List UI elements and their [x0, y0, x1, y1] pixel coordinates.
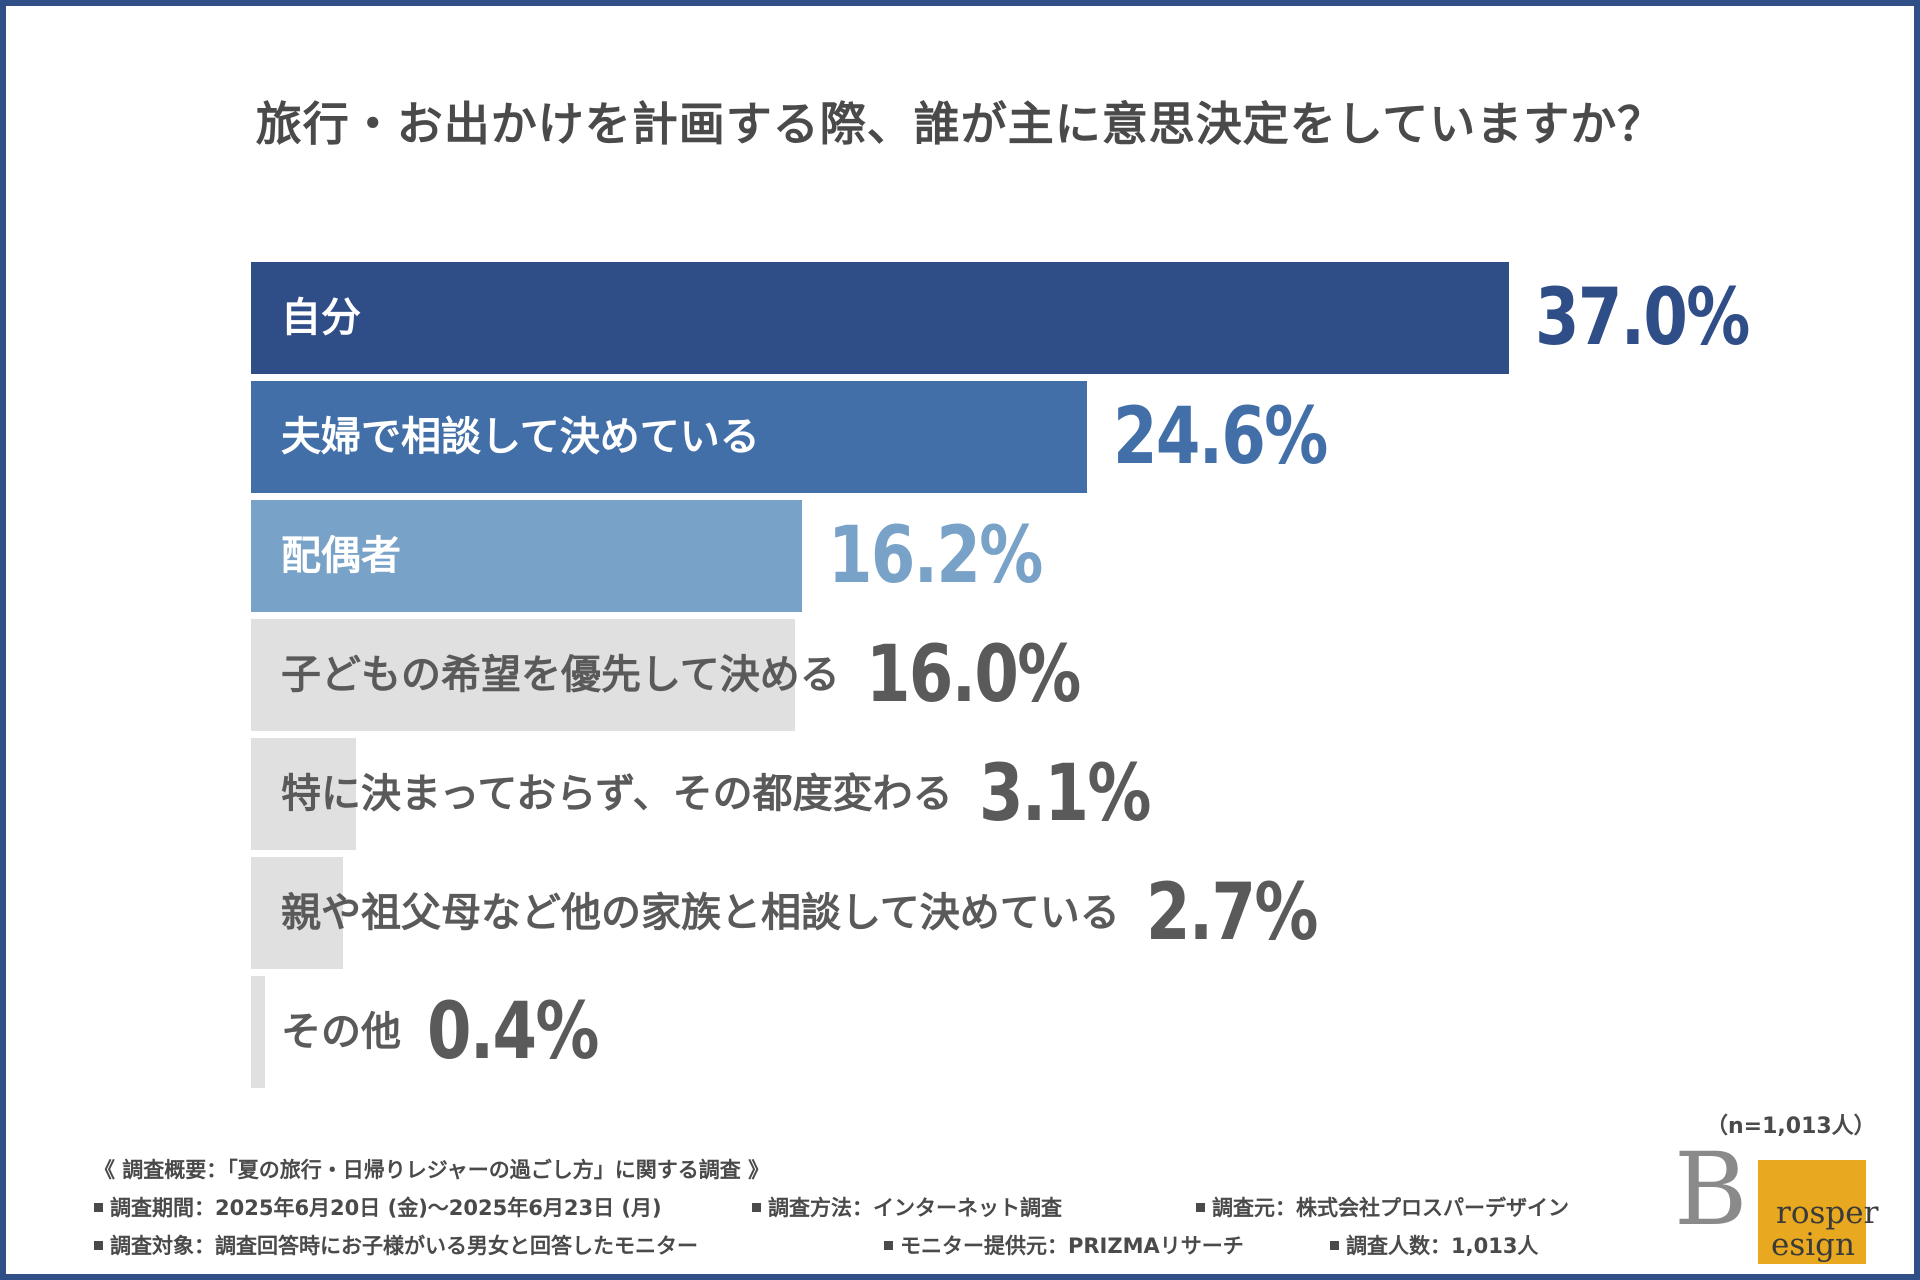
logo-text-bottom: esign: [1771, 1227, 1855, 1263]
bar: [251, 381, 1087, 493]
survey-source-text: 調査元：株式会社プロスパーデザイン: [1212, 1196, 1569, 1220]
bar-value-label: 37.0%: [1535, 273, 1750, 363]
bar-chart: 自分 37.0% 夫婦で相談して決めている 24.6% 配偶者 16.2% 子どもの希望を優…: [251, 262, 1851, 1092]
logo-text-top: rosper: [1776, 1195, 1879, 1231]
bar-category-label: 夫婦で相談して決めている: [281, 414, 760, 460]
survey-target: 調査対象：調査回答時にお子様がいる男女と回答したモニター: [94, 1230, 698, 1260]
bar-value-label: 0.4%: [427, 987, 599, 1077]
survey-provider: モニター提供元：PRIZMAリサーチ: [884, 1230, 1244, 1260]
bullet-square-icon: [94, 1240, 103, 1250]
bullet-square-icon: [884, 1240, 893, 1250]
bar-category-label: その他: [281, 1009, 401, 1055]
bullet-square-icon: [752, 1202, 761, 1212]
logo-letter-b: B: [1674, 1131, 1748, 1248]
bar-category-label: 配偶者: [281, 533, 401, 579]
bar-category-label: 子どもの希望を優先して決める: [281, 652, 840, 698]
bar-value-label: 16.2%: [828, 511, 1043, 601]
bullet-square-icon: [1196, 1202, 1205, 1212]
survey-target-text: 調査対象：調査回答時にお子様がいる男女と回答したモニター: [110, 1234, 698, 1258]
survey-period: 調査期間：2025年6月20日 (金)〜2025年6月23日 (月): [94, 1192, 662, 1222]
bar: [251, 500, 802, 612]
logo-orange-box: [1758, 1160, 1866, 1264]
bullet-square-icon: [94, 1202, 103, 1212]
survey-method-text: 調査方法：インターネット調査: [768, 1196, 1062, 1220]
bar-row: 夫婦で相談して決めている 24.6%: [251, 381, 1851, 493]
bar: [251, 262, 1509, 374]
bar-row: 特に決まっておらず、その都度変わる 3.1%: [251, 738, 1851, 850]
chart-title: 旅行・お出かけを計画する際、誰が主に意思決定をしていますか？: [255, 97, 1665, 151]
bar: [251, 976, 265, 1088]
bar: [251, 738, 356, 850]
survey-provider-text: モニター提供元：PRIZMAリサーチ: [900, 1234, 1244, 1258]
bullet-square-icon: [1330, 1240, 1339, 1250]
bar-category-label: 特に決まっておらず、その都度変わる: [281, 771, 953, 817]
bar-row: 子どもの希望を優先して決める 16.0%: [251, 619, 1851, 731]
bar: [251, 619, 795, 731]
survey-period-text: 調査期間：2025年6月20日 (金)〜2025年6月23日 (月): [110, 1196, 662, 1220]
bar-value-label: 3.1%: [978, 749, 1151, 839]
bar-value-label: 24.6%: [1113, 392, 1328, 482]
prosper-design-logo: B rosper esign: [1668, 1140, 1878, 1266]
bar-row: 配偶者 16.2%: [251, 500, 1851, 612]
bar-value-label: 16.0%: [865, 630, 1081, 720]
survey-count-text: 調査人数：1,013人: [1346, 1234, 1539, 1258]
survey-source: 調査元：株式会社プロスパーデザイン: [1196, 1192, 1569, 1222]
bar-category-label: 親や祖父母など他の家族と相談して決めている: [281, 890, 1120, 936]
sample-size-note: （n=1,013人）: [1706, 1114, 1876, 1139]
survey-count: 調査人数：1,013人: [1330, 1230, 1538, 1260]
bar-row: 自分 37.0%: [251, 262, 1851, 374]
bar-row: その他 0.4%: [251, 976, 1851, 1088]
bar-value-label: 2.7%: [1145, 868, 1318, 958]
bar-row: 親や祖父母など他の家族と相談して決めている 2.7%: [251, 857, 1851, 969]
survey-method: 調査方法：インターネット調査: [752, 1192, 1062, 1222]
bar: [251, 857, 343, 969]
bar-category-label: 自分: [281, 295, 361, 341]
survey-overview: 《 調査概要：「夏の旅行・日帰りレジャーの過ごし方」に関する調査 》: [94, 1158, 770, 1182]
